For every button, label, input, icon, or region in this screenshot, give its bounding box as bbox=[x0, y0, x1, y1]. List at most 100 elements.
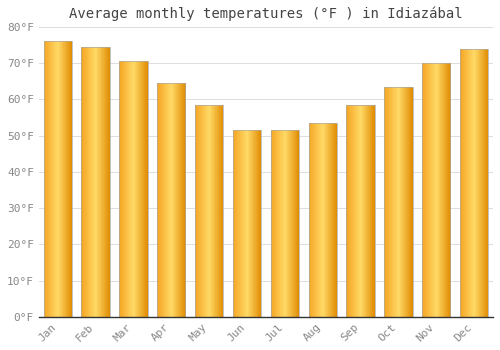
Bar bbox=[53, 41, 54, 317]
Bar bbox=[236, 130, 237, 317]
Bar bbox=[83, 47, 84, 317]
Bar bbox=[207, 105, 208, 317]
Bar bbox=[442, 63, 443, 317]
Bar bbox=[147, 61, 148, 317]
Bar bbox=[63, 41, 64, 317]
Bar bbox=[184, 83, 185, 317]
Bar bbox=[270, 130, 299, 317]
Bar bbox=[206, 105, 207, 317]
Bar bbox=[49, 41, 50, 317]
Bar bbox=[160, 83, 161, 317]
Bar bbox=[322, 123, 324, 317]
Bar bbox=[469, 49, 470, 317]
Bar bbox=[119, 61, 120, 317]
Bar bbox=[368, 105, 369, 317]
Bar bbox=[125, 61, 126, 317]
Bar bbox=[440, 63, 441, 317]
Bar bbox=[121, 61, 122, 317]
Bar bbox=[119, 61, 148, 317]
Bar bbox=[387, 86, 388, 317]
Bar bbox=[58, 41, 59, 317]
Bar bbox=[233, 130, 261, 317]
Bar bbox=[332, 123, 333, 317]
Bar bbox=[139, 61, 140, 317]
Bar bbox=[222, 105, 223, 317]
Bar bbox=[235, 130, 236, 317]
Bar bbox=[217, 105, 218, 317]
Bar bbox=[216, 105, 217, 317]
Bar bbox=[486, 49, 487, 317]
Bar bbox=[366, 105, 367, 317]
Bar bbox=[45, 41, 46, 317]
Bar bbox=[283, 130, 284, 317]
Bar bbox=[476, 49, 477, 317]
Bar bbox=[202, 105, 203, 317]
Bar bbox=[195, 105, 196, 317]
Bar bbox=[52, 41, 53, 317]
Bar bbox=[213, 105, 214, 317]
Bar bbox=[99, 47, 100, 317]
Bar bbox=[100, 47, 102, 317]
Bar bbox=[127, 61, 128, 317]
Bar bbox=[290, 130, 291, 317]
Bar bbox=[61, 41, 62, 317]
Bar bbox=[398, 86, 399, 317]
Bar bbox=[314, 123, 315, 317]
Bar bbox=[384, 86, 385, 317]
Bar bbox=[210, 105, 211, 317]
Bar bbox=[334, 123, 335, 317]
Bar bbox=[400, 86, 402, 317]
Bar bbox=[250, 130, 251, 317]
Bar bbox=[109, 47, 110, 317]
Bar bbox=[484, 49, 485, 317]
Bar bbox=[196, 105, 198, 317]
Bar bbox=[62, 41, 63, 317]
Bar bbox=[107, 47, 108, 317]
Bar bbox=[197, 105, 198, 317]
Bar bbox=[470, 49, 471, 317]
Bar bbox=[46, 41, 47, 317]
Bar bbox=[259, 130, 260, 317]
Bar bbox=[317, 123, 318, 317]
Bar bbox=[444, 63, 445, 317]
Bar bbox=[239, 130, 240, 317]
Bar bbox=[374, 105, 375, 317]
Bar bbox=[48, 41, 50, 317]
Bar bbox=[96, 47, 97, 317]
Bar bbox=[157, 83, 158, 317]
Bar bbox=[253, 130, 254, 317]
Bar bbox=[408, 86, 409, 317]
Bar bbox=[234, 130, 235, 317]
Bar bbox=[90, 47, 91, 317]
Bar bbox=[158, 83, 159, 317]
Bar bbox=[349, 105, 350, 317]
Bar bbox=[321, 123, 322, 317]
Bar bbox=[482, 49, 484, 317]
Bar bbox=[223, 105, 224, 317]
Bar bbox=[289, 130, 290, 317]
Bar bbox=[177, 83, 178, 317]
Bar bbox=[163, 83, 164, 317]
Bar bbox=[247, 130, 248, 317]
Bar bbox=[271, 130, 272, 317]
Bar bbox=[102, 47, 103, 317]
Bar bbox=[89, 47, 90, 317]
Bar bbox=[362, 105, 363, 317]
Bar bbox=[448, 63, 449, 317]
Bar bbox=[164, 83, 165, 317]
Bar bbox=[248, 130, 250, 317]
Bar bbox=[447, 63, 448, 317]
Bar bbox=[254, 130, 255, 317]
Bar bbox=[105, 47, 106, 317]
Bar bbox=[279, 130, 280, 317]
Bar bbox=[461, 49, 462, 317]
Bar bbox=[363, 105, 364, 317]
Bar bbox=[409, 86, 410, 317]
Bar bbox=[166, 83, 167, 317]
Bar bbox=[244, 130, 246, 317]
Bar bbox=[237, 130, 238, 317]
Bar bbox=[270, 130, 272, 317]
Bar bbox=[141, 61, 142, 317]
Bar bbox=[199, 105, 200, 317]
Bar bbox=[446, 63, 447, 317]
